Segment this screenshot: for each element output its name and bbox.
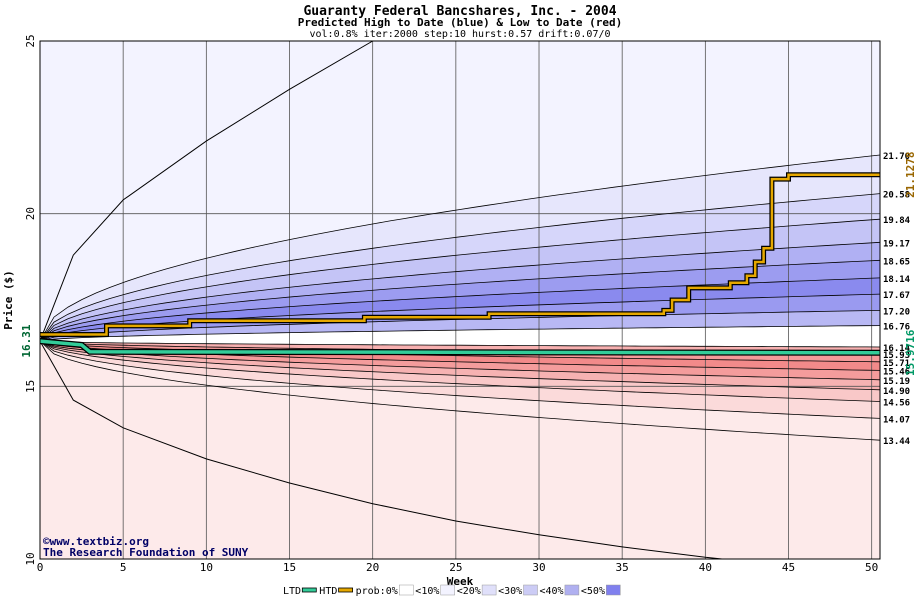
low-band-label: 15.71 [883, 359, 910, 369]
legend-label: HTD [319, 586, 337, 597]
band-boundary-6 [39, 293, 881, 342]
band-labels: 21.70 20.58 19.84 19.17 18.65 18.14 17.67 17.20… [883, 152, 911, 447]
ltd-line [39, 339, 881, 355]
high-band-label: 17.67 [883, 291, 910, 301]
band-blue-outer [40, 41, 880, 342]
low-band-label: 16.14 [883, 344, 911, 354]
series-lines [39, 172, 881, 356]
x-tick-label: 20 [366, 561, 379, 574]
legend-swatch [606, 584, 621, 596]
legend-swatch [338, 587, 354, 593]
chart-title: Guaranty Federal Bancshares, Inc. - 2004 [303, 4, 616, 19]
band-blue-5 [40, 277, 880, 342]
chart-params: vol:0.8% iter:2000 step:10 hurst:0.57 dr… [309, 29, 610, 40]
x-tick-label: 30 [532, 561, 545, 574]
legend-swatch [523, 584, 538, 596]
band-neutral [40, 325, 880, 347]
start-price-label: 16.31 [20, 324, 33, 357]
low-band-label: 14.90 [883, 387, 910, 397]
band-boundary-0 [39, 154, 881, 342]
band-boundary-3 [39, 241, 881, 342]
band-boundary-16 [39, 340, 881, 419]
band-boundary-13 [39, 340, 881, 381]
chart-subtitle: Predicted High to Date (blue) & Low to D… [298, 16, 623, 29]
band-blue-0 [40, 155, 880, 342]
htd-line [40, 173, 880, 336]
high-band-label: 20.58 [883, 191, 910, 201]
x-tick-label: 10 [200, 561, 213, 574]
probability-bands [40, 41, 880, 559]
band-boundary-17 [39, 340, 881, 441]
x-tick-label: 5 [120, 561, 127, 574]
x-tick-label: 40 [699, 561, 712, 574]
x-tick-label: 35 [616, 561, 629, 574]
watermark: ©www.textbiz.org The Research Foundation… [43, 535, 249, 559]
axis-ticks: 0 5 10 15 20 25 30 35 40 45 50 10 15 20 25 [24, 34, 878, 574]
ltd-end-label: 15.9716 [904, 329, 917, 376]
high-band-label: 16.76 [883, 323, 910, 333]
high-band-label: 18.65 [883, 257, 910, 267]
band-boundary-9 [39, 340, 881, 348]
high-band-label: 19.84 [883, 216, 911, 226]
legend-label: <40% [540, 586, 564, 597]
legend-label: <10% [415, 586, 439, 597]
x-tick-label: 15 [283, 561, 296, 574]
y-tick-label: 10 [24, 552, 37, 565]
band-red-4 [40, 341, 880, 390]
y-axis-label: Price ($) [2, 270, 15, 330]
band-red-7 [40, 341, 880, 441]
legend-swatch [481, 584, 497, 596]
band-blue-1 [40, 193, 880, 342]
low-band-label: 14.07 [883, 415, 910, 425]
low-band-label: 13.44 [883, 437, 911, 447]
x-tick-label: 0 [37, 561, 44, 574]
legend: LTD HTD prob:0% <10% <20% <30% <40% <50% [283, 584, 621, 597]
legend-label: LTD [283, 586, 301, 597]
htd-end-label: 21.1278 [904, 152, 917, 198]
legend-swatch [399, 584, 414, 596]
outer-high-envelope [39, 40, 373, 342]
band-blue-4 [40, 260, 880, 342]
band-boundary-8 [39, 325, 881, 342]
outer-envelope [39, 40, 881, 560]
x-tick-label: 50 [865, 561, 878, 574]
high-band-label: 21.70 [883, 152, 910, 162]
band-blue-3 [40, 242, 880, 342]
y-tick-label: 20 [24, 207, 37, 220]
band-boundary-1 [39, 193, 881, 342]
legend-swatch [564, 584, 580, 596]
band-red-3 [40, 341, 880, 380]
legend-swatch [440, 584, 455, 596]
legend-label: <50% [581, 586, 605, 597]
low-band-label: 14.56 [883, 399, 910, 409]
watermark-site[interactable]: ©www.textbiz.org [43, 535, 149, 548]
band-red-outer [40, 341, 880, 559]
band-boundary-2 [39, 218, 881, 342]
band-boundary-14 [39, 340, 881, 391]
y-tick-label: 15 [24, 380, 37, 393]
low-band-label: 15.46 [883, 367, 910, 377]
x-tick-label: 25 [449, 561, 462, 574]
band-boundary-15 [39, 340, 881, 402]
band-blue-7 [40, 310, 880, 342]
outer-low-envelope [39, 340, 723, 560]
legend-label: prob:0% [356, 586, 398, 597]
low-band-label: 15.93 [883, 351, 910, 361]
plot-frame [39, 40, 881, 560]
legend-label: <20% [457, 586, 481, 597]
watermark-org: The Research Foundation of SUNY [43, 546, 249, 559]
x-tick-label: 45 [782, 561, 795, 574]
low-band-label: 15.19 [883, 377, 910, 387]
band-red-6 [40, 341, 880, 419]
legend-swatch [301, 587, 317, 593]
band-blue-2 [40, 219, 880, 342]
legend-label: <30% [498, 586, 522, 597]
high-band-label: 18.14 [883, 275, 911, 285]
high-band-label: 17.20 [883, 307, 910, 317]
y-tick-label: 25 [24, 34, 37, 47]
high-band-label: 19.17 [883, 239, 910, 249]
band-boundary-4 [39, 259, 881, 342]
